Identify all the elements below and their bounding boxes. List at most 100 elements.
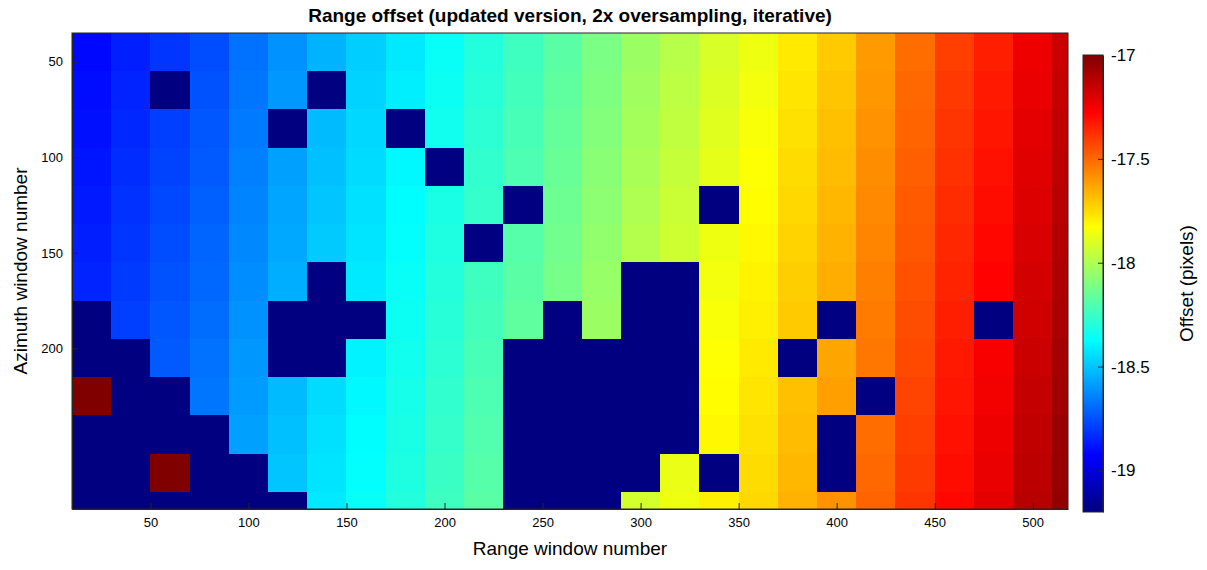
heatmap-cell — [621, 33, 661, 72]
heatmap-cell — [268, 186, 308, 225]
heatmap-cell — [582, 377, 622, 416]
colorbar-tick-mark — [1098, 263, 1103, 264]
heatmap-cell — [464, 109, 504, 148]
heatmap-cell — [307, 492, 347, 509]
heatmap-cell — [229, 415, 269, 454]
heatmap-cell — [346, 377, 386, 416]
heatmap-cell — [346, 339, 386, 378]
heatmap-cell — [386, 33, 426, 72]
x-tick-label: 400 — [826, 515, 848, 530]
heatmap-cell — [895, 224, 935, 263]
x-axis: 50100150200250300350400450500 — [73, 503, 1069, 530]
heatmap-cell — [425, 109, 465, 148]
heatmap-cell — [307, 454, 347, 493]
heatmap-cell — [503, 454, 543, 493]
plot-frame — [72, 33, 1068, 509]
heatmap-cell — [778, 301, 818, 340]
colorbar-axis: -19-18.5-18-17.5-17 — [1098, 46, 1150, 513]
heatmap-cell — [307, 33, 347, 72]
heatmap-cell — [307, 109, 347, 148]
heatmap-cell — [895, 339, 935, 378]
heatmap-cell — [111, 71, 151, 110]
heatmap-cell — [425, 415, 465, 454]
heatmap-cell — [699, 301, 739, 340]
heatmap-cell — [817, 33, 857, 72]
heatmap-cell — [464, 262, 504, 301]
heatmap-cell — [425, 454, 465, 493]
heatmap-cell — [660, 301, 700, 340]
x-tick-label: 100 — [238, 515, 260, 530]
heatmap-cell — [386, 71, 426, 110]
heatmap-cell — [503, 186, 543, 225]
heatmap-cell — [660, 454, 700, 493]
colorbar-axis-line — [1103, 56, 1104, 513]
heatmap-cell — [386, 339, 426, 378]
heatmap-cell — [425, 71, 465, 110]
heatmap-cell — [307, 301, 347, 340]
heatmap-cell — [739, 262, 779, 301]
heatmap-cell — [464, 377, 504, 416]
heatmap-cell — [229, 109, 269, 148]
heatmap-cell — [974, 33, 1014, 72]
heatmap-cell — [190, 339, 230, 378]
heatmap-cell — [72, 415, 112, 454]
x-tick-mark — [346, 503, 347, 509]
heatmap-cell — [935, 148, 975, 187]
heatmap-cell — [817, 415, 857, 454]
x-tick-label: 500 — [1022, 515, 1044, 530]
heatmap-cell — [1052, 492, 1068, 509]
heatmap-cell — [503, 492, 543, 509]
heatmap-cell — [386, 262, 426, 301]
heatmap-cell — [346, 415, 386, 454]
heatmap-cell — [974, 148, 1014, 187]
heatmap-cell — [739, 148, 779, 187]
heatmap-cell — [935, 301, 975, 340]
heatmap-cell — [72, 377, 112, 416]
heatmap-cell — [150, 71, 190, 110]
heatmap-cell — [543, 262, 583, 301]
heatmap-cell — [1013, 339, 1053, 378]
heatmap-cell — [268, 415, 308, 454]
heatmap-cell — [268, 339, 308, 378]
heatmap-cell — [817, 377, 857, 416]
heatmap-cell — [229, 186, 269, 225]
y-tick-mark — [72, 253, 78, 254]
y-tick: 50 — [49, 54, 78, 69]
heatmap-cell — [386, 492, 426, 509]
heatmap-cell — [856, 33, 896, 72]
heatmap-cell — [72, 262, 112, 301]
heatmap-cell — [621, 148, 661, 187]
heatmap-cell — [817, 339, 857, 378]
heatmap-cell — [386, 415, 426, 454]
heatmap-cell — [660, 109, 700, 148]
heatmap-cell — [307, 262, 347, 301]
heatmap-cell — [307, 148, 347, 187]
heatmap-cell — [503, 33, 543, 72]
y-tick-label: 100 — [41, 150, 63, 165]
heatmap-cell — [72, 33, 112, 72]
heatmap-cell — [268, 454, 308, 493]
heatmap-cell — [464, 339, 504, 378]
heatmap-cell — [582, 339, 622, 378]
heatmap-cell — [699, 339, 739, 378]
heatmap-cell — [856, 224, 896, 263]
heatmap-cell — [150, 148, 190, 187]
heatmap-cell — [699, 186, 739, 225]
heatmap-cell — [543, 109, 583, 148]
heatmap-cell — [582, 301, 622, 340]
heatmap-cell — [346, 186, 386, 225]
y-tick: 100 — [41, 150, 78, 165]
heatmap-cell — [1013, 148, 1053, 187]
y-tick-label: 50 — [49, 54, 63, 69]
heatmap-cell — [739, 186, 779, 225]
heatmap-cell — [856, 71, 896, 110]
heatmap-cell — [503, 415, 543, 454]
heatmap-cell — [386, 377, 426, 416]
heatmap-cell — [778, 224, 818, 263]
heatmap-cell — [229, 262, 269, 301]
x-tick: 250 — [532, 503, 554, 530]
heatmap-cell — [111, 224, 151, 263]
heatmap-cell — [739, 492, 779, 509]
heatmap-cell — [895, 454, 935, 493]
heatmap-cell — [817, 224, 857, 263]
